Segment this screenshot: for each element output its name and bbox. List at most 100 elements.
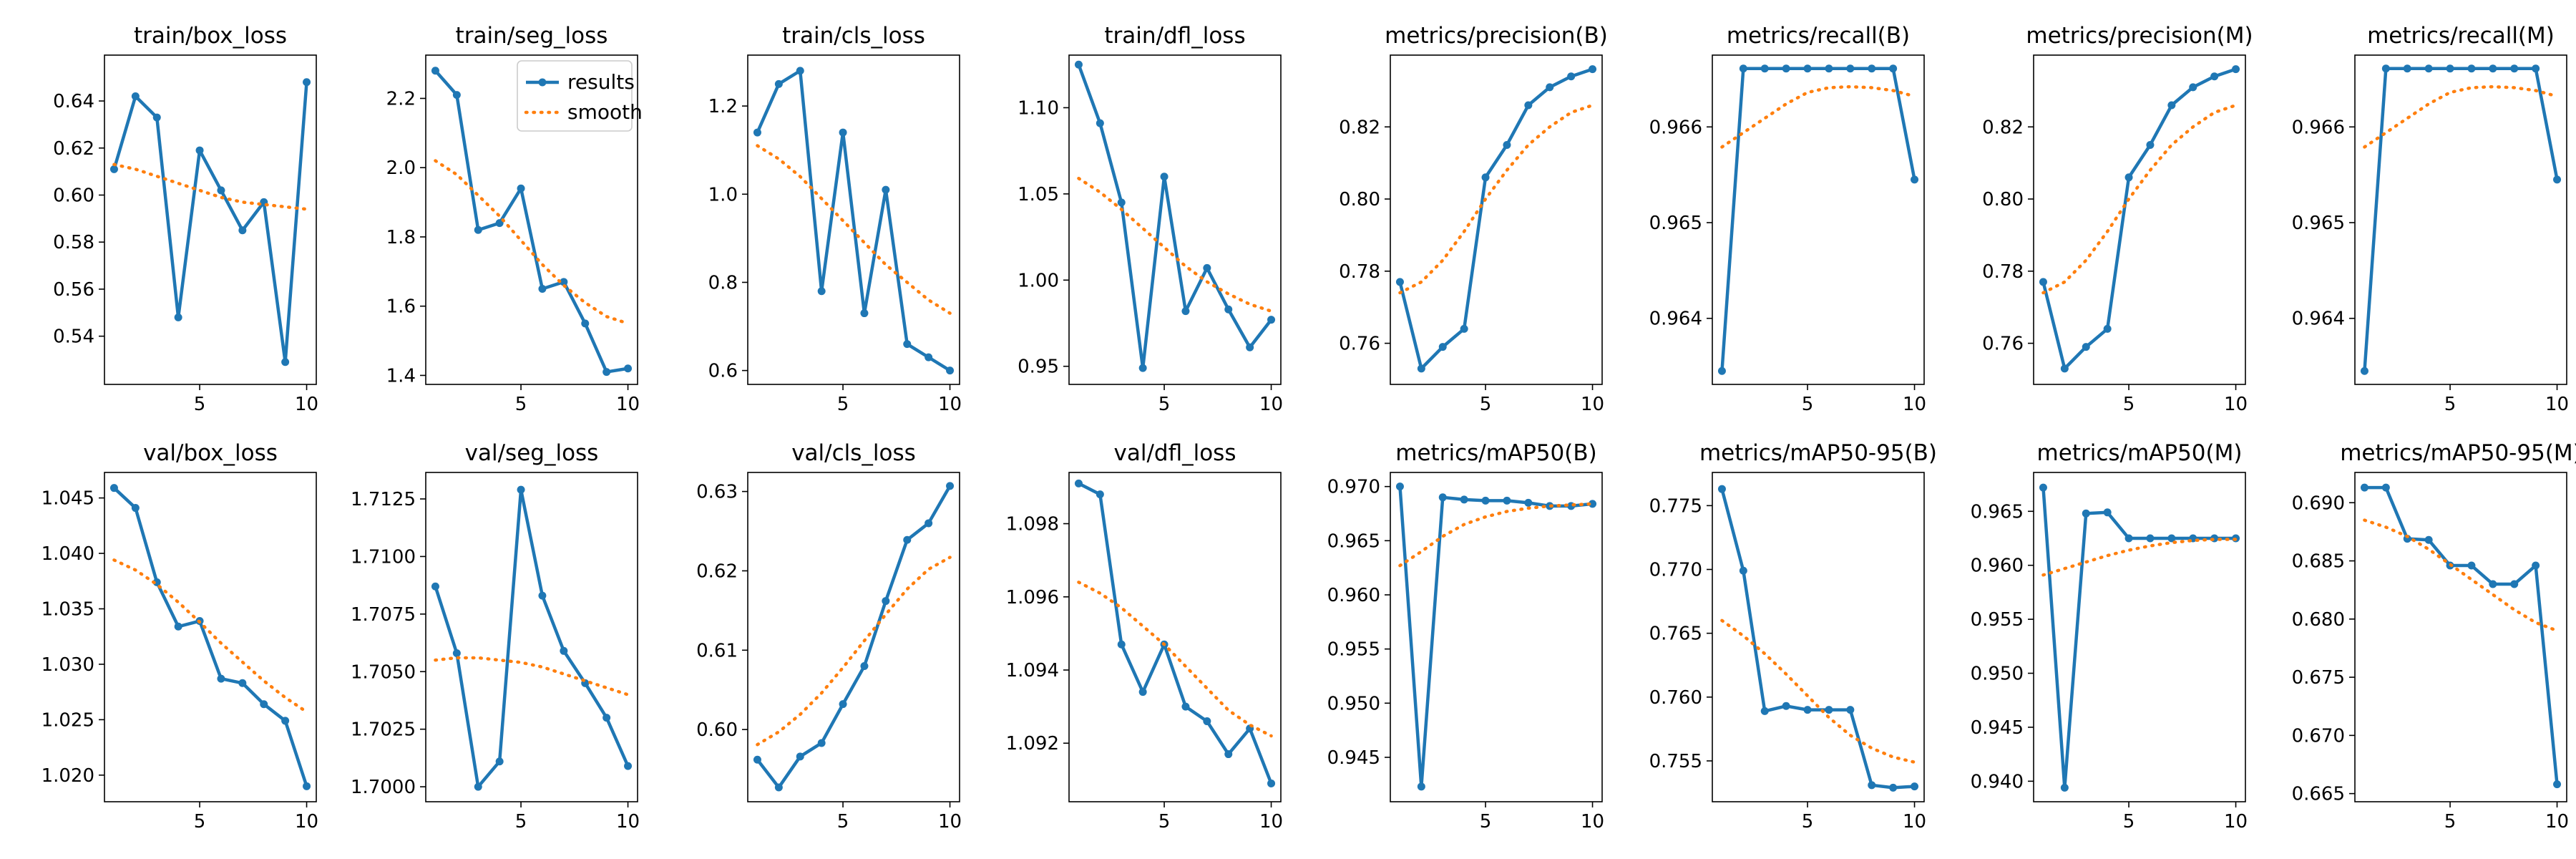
y-tick-label: 1.094 xyxy=(1006,660,1059,681)
results-line xyxy=(1077,64,1273,370)
results-point xyxy=(2467,561,2476,570)
legend: results smooth xyxy=(517,60,643,132)
y-tick-label: 1.4 xyxy=(386,365,416,387)
results-point xyxy=(238,226,247,235)
legend-box xyxy=(517,60,633,132)
subplot-6: metrics/precision(M) 0.76 0.78 0.80 0.82 5 10 xyxy=(1982,23,2253,415)
results-point xyxy=(1224,750,1233,759)
results-point xyxy=(474,225,482,234)
results-point xyxy=(2039,278,2047,286)
results-point xyxy=(817,739,826,747)
axes-frame xyxy=(104,54,317,385)
x-tick-label: 5 xyxy=(1802,811,1814,833)
results-point xyxy=(860,661,869,670)
subplot-title: train/box_loss xyxy=(134,23,287,49)
results-point xyxy=(538,591,547,600)
results-point xyxy=(1825,706,1833,714)
results-point xyxy=(217,674,225,683)
results-line xyxy=(1398,67,1594,371)
y-tick-label: 0.82 xyxy=(1982,117,2024,138)
results-point xyxy=(431,582,439,591)
results-point xyxy=(281,717,290,725)
results-point xyxy=(1717,485,1726,493)
y-tick-label: 0.760 xyxy=(1649,687,1702,709)
results-point xyxy=(1803,64,1812,73)
results-point xyxy=(1096,490,1104,499)
results-point xyxy=(946,367,955,375)
results-point xyxy=(946,482,955,490)
subplot-title: metrics/recall(M) xyxy=(2367,23,2555,49)
results-point xyxy=(303,782,311,790)
results-point xyxy=(1589,500,1597,508)
subplot-title: val/seg_loss xyxy=(465,440,599,466)
results-point xyxy=(860,309,869,318)
results-point xyxy=(2532,64,2540,73)
legend-results-label: results xyxy=(567,70,635,94)
x-tick-label: 10 xyxy=(1581,394,1604,415)
results-point xyxy=(1782,64,1790,73)
axes-frame xyxy=(425,54,638,385)
results-point xyxy=(1546,83,1554,92)
subplot-title: val/box_loss xyxy=(143,440,278,466)
results-point xyxy=(560,646,568,655)
results-point xyxy=(431,67,439,75)
legend-results-marker xyxy=(538,78,547,87)
y-tick-label: 0.62 xyxy=(696,560,738,582)
x-tick-label: 5 xyxy=(194,394,206,415)
results-line xyxy=(1720,488,1915,790)
axes-frame xyxy=(2354,54,2567,385)
y-tick-label: 0.685 xyxy=(2292,551,2345,573)
y-tick-label: 0.6 xyxy=(708,361,738,382)
y-tick-label: 0.95 xyxy=(1018,356,1059,378)
results-point xyxy=(1181,307,1190,316)
y-tick-label: 0.60 xyxy=(53,185,94,207)
y-tick-label: 0.690 xyxy=(2292,492,2345,514)
results-point xyxy=(538,284,547,293)
results-point xyxy=(238,679,247,687)
x-tick-label: 5 xyxy=(1480,811,1492,833)
y-tick-label: 0.960 xyxy=(1327,585,1380,606)
results-point xyxy=(174,622,182,631)
results-point xyxy=(495,219,504,228)
results-line xyxy=(2041,67,2237,371)
results-point xyxy=(1117,198,1126,207)
results-point xyxy=(1074,60,1083,69)
smooth-line xyxy=(434,159,630,326)
results-line xyxy=(112,82,308,364)
y-tick-label: 1.10 xyxy=(1018,97,1059,119)
y-tick-label: 0.955 xyxy=(1971,609,2024,631)
results-point xyxy=(152,578,161,586)
y-tick-label: 0.76 xyxy=(1982,334,2024,355)
subplot-4: metrics/precision(B) 0.76 0.78 0.80 0.82 5 10 xyxy=(1339,23,1608,415)
results-point xyxy=(1782,702,1790,710)
results-point xyxy=(2553,175,2562,184)
x-tick-label: 10 xyxy=(938,811,962,833)
results-line xyxy=(434,69,628,374)
results-point xyxy=(152,113,161,122)
y-tick-label: 1.7050 xyxy=(351,661,416,683)
results-point xyxy=(2103,324,2112,333)
axes-frame xyxy=(747,54,960,385)
smooth-line xyxy=(1720,618,1916,764)
axes-frame xyxy=(425,472,638,802)
y-tick-label: 0.770 xyxy=(1649,560,1702,581)
results-point xyxy=(2510,580,2519,588)
results-line xyxy=(1720,67,1916,372)
results-point xyxy=(1524,101,1533,110)
smooth-line xyxy=(2041,103,2238,295)
results-point xyxy=(2167,101,2176,110)
results-point xyxy=(2039,483,2047,492)
subplot-5: metrics/recall(B) 0.964 0.965 0.966 5 10 xyxy=(1649,23,1927,415)
y-tick-label: 2.0 xyxy=(386,157,416,179)
subplot-7: metrics/recall(M) 0.964 0.965 0.966 5 10 xyxy=(2292,23,2570,415)
results-point xyxy=(474,782,482,791)
results-point xyxy=(495,757,504,766)
axes-frame xyxy=(2354,472,2567,802)
results-point xyxy=(839,700,847,709)
results-line xyxy=(756,69,951,372)
results-point xyxy=(1438,343,1447,351)
results-point xyxy=(753,128,761,137)
y-tick-label: 0.940 xyxy=(1971,771,2024,792)
results-point xyxy=(774,79,783,88)
